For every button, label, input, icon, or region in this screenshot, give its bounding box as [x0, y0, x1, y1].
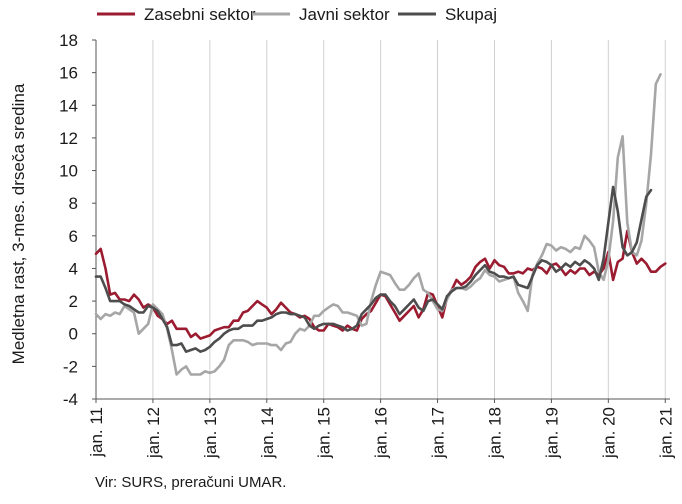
- y-tick-label: 0: [69, 325, 78, 344]
- x-tick-label: jan. 20: [599, 407, 618, 459]
- legend: Zasebni sektor Javni sektor Skupaj: [97, 5, 497, 24]
- axes-layer: -4 -2 0 2 4 6 8 10 12 14 16 18 jan. 11 jan. 12 jan. 13…: [59, 31, 675, 459]
- legend-label-javni-sektor: Javni sektor: [299, 5, 390, 24]
- x-tick-label: jan. 13: [201, 407, 220, 459]
- y-tick-label: 6: [69, 227, 78, 246]
- grid-layer: [95, 40, 666, 399]
- x-tick-label: jan. 16: [372, 407, 391, 459]
- x-tick-label: jan. 11: [87, 407, 106, 458]
- y-tick-label: -4: [63, 390, 78, 409]
- x-tick-label: jan. 12: [144, 407, 163, 459]
- x-tick-label: jan. 14: [258, 407, 277, 459]
- y-tick-label: 16: [59, 64, 78, 83]
- y-tick-label: 10: [59, 162, 78, 181]
- x-tick-label: jan. 17: [429, 407, 448, 459]
- y-tick-label: 2: [69, 292, 78, 311]
- x-tick-label: jan. 18: [485, 407, 504, 459]
- y-tick-label: -2: [63, 357, 78, 376]
- series-line-skupaj: [94, 185, 653, 353]
- series-line-javni-sektor: [94, 73, 662, 376]
- source-note: Vir: SURS, preračuni UMAR.: [95, 474, 287, 491]
- y-tick-label: 14: [59, 96, 78, 115]
- legend-label-zasebni-sektor: Zasebni sektor: [144, 5, 256, 24]
- y-tick-label: 12: [59, 129, 78, 148]
- x-tick-label: jan. 21: [656, 407, 675, 459]
- y-axis-title: Medletna rast, 3-mes. drseča sredina: [9, 83, 28, 364]
- legend-label-skupaj: Skupaj: [445, 5, 497, 24]
- x-tick-label: jan. 19: [542, 407, 561, 459]
- x-tick-label: jan. 15: [315, 407, 334, 459]
- series-layer: [94, 73, 667, 376]
- y-tick-label: 8: [69, 194, 78, 213]
- y-tick-label: 4: [69, 259, 78, 278]
- y-tick-label: 18: [59, 31, 78, 50]
